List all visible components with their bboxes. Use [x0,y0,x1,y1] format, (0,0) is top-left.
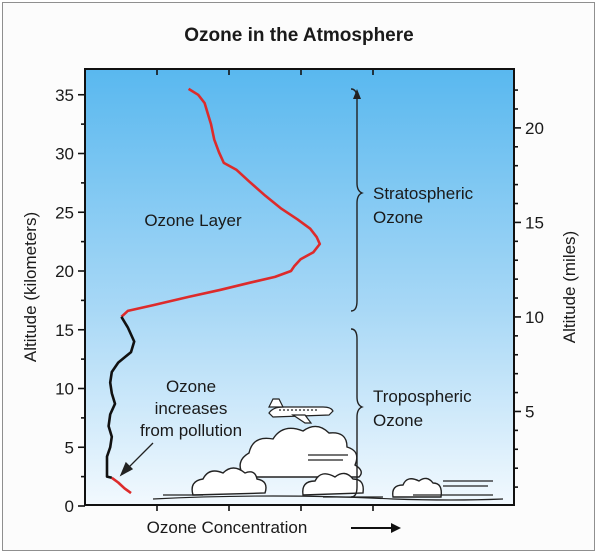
series-layer [105,87,322,495]
pollution-note-line3: from pollution [140,421,242,440]
pollution-arrow [119,442,154,477]
x-axis-title: Ozone Concentration [147,518,308,537]
tropospheric-label-line1: Tropospheric [373,387,472,406]
stratospheric-label-line2: Ozone [373,208,423,227]
y-tick-label-left-10: 10 [55,380,74,399]
y-tick-label-right-10: 10 [525,308,544,327]
y-tick-label-left-5: 5 [65,438,74,457]
pollution-note-line1: Ozone [166,377,216,396]
airplane-icon [268,398,334,424]
y-tick-label-right-5: 5 [525,402,534,421]
ozone-chart: Ozone in the Atmosphere [21,25,579,537]
y-axis-title-right: Altitude (miles) [560,231,579,343]
y-tick-label-left-25: 25 [55,203,74,222]
plot-border [84,68,515,506]
y-tick-label-right-20: 20 [525,119,544,138]
chart-title: Ozone in the Atmosphere [184,25,413,46]
series-line-3 [111,476,132,495]
series-line-2 [105,316,136,480]
tropospheric-brace [350,328,364,498]
y-tick-label-right-15: 15 [525,213,544,232]
ozone-layer-label: Ozone Layer [144,211,242,230]
y-tick-label-left-30: 30 [55,145,74,164]
y-tick-label-left-35: 35 [55,86,74,105]
y-tick-label-left-15: 15 [55,321,74,340]
y-tick-label-left-20: 20 [55,262,74,281]
x-axis-arrow [351,523,401,533]
pollution-note-line2: increases [155,399,228,418]
series-line-1 [120,87,322,318]
stratospheric-arrow [353,89,361,99]
figure-frame: Ozone in the Atmosphere [2,2,595,551]
cloud-icon [191,425,443,498]
tropospheric-label-line2: Ozone [373,411,423,430]
stratospheric-label-line1: Stratospheric [373,184,474,203]
y-tick-label-left-0: 0 [65,497,74,516]
y-axis-title-left: Altitude (kilometers) [21,212,40,362]
